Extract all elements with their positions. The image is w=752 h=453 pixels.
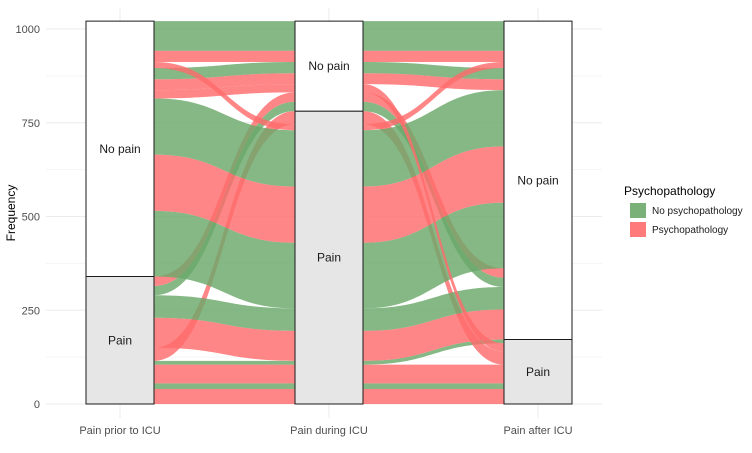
alluvium-4-band: [154, 339, 504, 365]
alluvium-3-band: [154, 364, 504, 384]
y-tick-label: 750: [22, 118, 40, 130]
stratum-label: Pain: [317, 251, 341, 265]
stratum-label: No pain: [517, 173, 558, 187]
alluvium-11: [154, 146, 504, 243]
x-tick-label: Pain after ICU: [503, 425, 572, 437]
y-tick-label: 1000: [16, 24, 40, 36]
alluvium-1: [154, 389, 504, 404]
stratum-box-pain: [503, 339, 573, 405]
stratum-box-no-pain: [85, 20, 155, 277]
alluvium-6: [154, 309, 504, 361]
y-tick-label: 0: [34, 399, 40, 411]
strata-boxes: Pain No pain Pain No pain Pain No pain: [85, 20, 573, 405]
legend-key: [630, 203, 646, 218]
y-axis-title: Frequency: [4, 185, 18, 242]
stratum-label: No pain: [99, 142, 140, 156]
alluvium-4: [154, 339, 504, 365]
alluvium-16-band: [154, 62, 504, 131]
alluvium-2: [154, 383, 504, 389]
alluvium-14: [154, 73, 504, 91]
axis-ticks: 0 250 500 750 1000 Pain prior to ICU Pain duri…: [16, 24, 573, 437]
alluvium-10: [154, 202, 504, 309]
alluvium-17-band: [154, 50, 504, 62]
legend: Psychopathology No psychopathology Psychop…: [624, 184, 743, 237]
alluvium-7-band: [154, 287, 504, 331]
x-tick-label: Pain prior to ICU: [79, 425, 160, 437]
alluvium-6-band: [154, 309, 504, 361]
alluvium-1-band: [154, 389, 504, 404]
alluvium-13-band: [154, 84, 504, 352]
alluvium-14-band: [154, 73, 504, 91]
stratum-box-pain: [294, 110, 364, 405]
alluvium-15-band: [154, 62, 504, 80]
legend-title: Psychopathology: [624, 184, 715, 198]
stratum-label: Pain: [108, 333, 132, 347]
stratum-box-no-pain: [294, 20, 364, 112]
alluvium-15: [154, 62, 504, 80]
alluvium-13: [154, 84, 504, 352]
alluvium-17: [154, 50, 504, 62]
alluvial-flows: [154, 21, 504, 404]
stratum-box-no-pain: [503, 20, 573, 340]
y-tick-label: 250: [22, 305, 40, 317]
y-tick-label: 500: [22, 212, 40, 224]
alluvium-2-band: [154, 383, 504, 389]
alluvium-16: [154, 62, 504, 131]
legend-key: [630, 222, 646, 237]
x-tick-label: Pain during ICU: [290, 425, 368, 437]
alluvium-7: [154, 287, 504, 331]
alluvium-3: [154, 364, 504, 384]
stratum-label: Pain: [526, 365, 550, 379]
legend-entry-label: No psychopathology: [652, 206, 743, 217]
stratum-box-pain: [85, 276, 155, 405]
alluvium-11-band: [154, 146, 504, 243]
legend-entry-label: Psychopathology: [652, 225, 728, 236]
stratum-label: No pain: [308, 59, 349, 73]
alluvium-18: [154, 21, 504, 51]
alluvium-18-band: [154, 21, 504, 51]
alluvium-10-band: [154, 202, 504, 309]
